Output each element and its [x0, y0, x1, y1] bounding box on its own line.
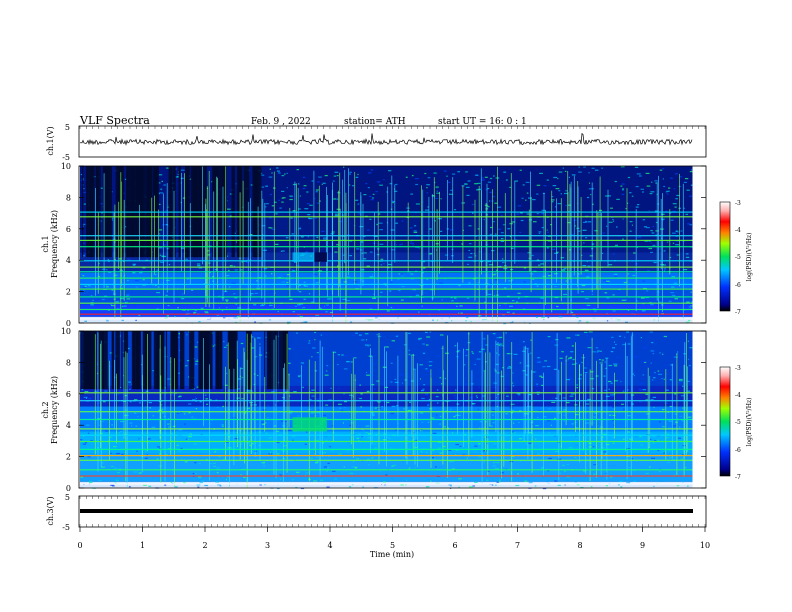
x-tick-6: 6 [452, 541, 457, 550]
ch1-cbar-tick-2: -5 [735, 254, 741, 261]
ch2-spec-ytick-3: 6 [66, 390, 71, 399]
ch1-ytick-bottom: -5 [62, 153, 70, 162]
ch1-ylabel: ch.1(V) [46, 126, 55, 155]
ch2-cbar-tick-2: -5 [735, 419, 741, 426]
x-tick-5: 5 [390, 541, 395, 550]
date-label: Feb. 9 , 2022 [251, 117, 311, 127]
ch1-waveform-panel: 5 -5 ch.1(V) [46, 123, 707, 162]
ch1-spec-ytick-5: 10 [61, 162, 71, 171]
ch1-cbar-tick-4: -7 [735, 309, 741, 316]
ch3-ylabel: ch.3(V) [46, 496, 55, 525]
ch2-spectrogram-image [80, 331, 706, 490]
ch1-colorbar: -3 -4 -5 -6 -7 log(PSD)(V²/Hz) [719, 200, 753, 316]
ch2-cbar-tick-0: -3 [735, 365, 741, 372]
ch2-cbar-tick-4: -7 [735, 474, 741, 481]
ch2-colorbar: -3 -4 -5 -6 -7 log(PSD)(V²/Hz) [719, 365, 753, 481]
x-tick-2: 2 [202, 541, 207, 550]
x-tick-4: 4 [327, 541, 332, 550]
ch2-spec-ytick-2: 4 [66, 421, 71, 430]
ch1-spectrogram-panel: 0 2 4 6 8 10 ch.1 Frequency (kHz) [41, 162, 707, 328]
ch1-spec-ytick-1: 2 [66, 288, 71, 297]
figure-title: VLF Spectra [79, 114, 150, 127]
ch1-waveform-line [79, 132, 693, 146]
ch1-cbar-tick-0: -3 [735, 200, 741, 207]
ch2-cbar-tick-1: -4 [735, 392, 741, 399]
ch1-spec-ytick-4: 8 [66, 193, 71, 202]
ch3-waveform-panel: 5 -5 ch.3(V) [46, 493, 707, 532]
x-tick-9: 9 [640, 541, 645, 550]
x-tick-10: 10 [700, 541, 710, 550]
x-tick-1: 1 [140, 541, 145, 550]
ch1-spec-ylabel: Frequency (kHz) [50, 210, 59, 278]
ch1-cbar-tick-1: -4 [735, 227, 741, 234]
ch1-ytick-top: 5 [65, 123, 70, 132]
ch1-spectrogram-image [80, 166, 706, 325]
x-tick-8: 8 [577, 541, 582, 550]
station-label: station= ATH [344, 117, 406, 127]
ch2-spec-ytick-1: 2 [66, 453, 71, 462]
ch1-cbar-label: log(PSD)(V²/Hz) [746, 233, 753, 282]
x-tick-0: 0 [77, 541, 82, 550]
ch2-spec-ylabel: Frequency (kHz) [50, 376, 59, 444]
ch2-spec-ylabel-channel: ch.2 [41, 401, 50, 418]
x-axis: 0 1 2 3 4 5 6 7 8 9 10 [77, 126, 710, 550]
x-axis-label: Time (min) [370, 550, 414, 559]
ch1-spec-ytick-2: 4 [66, 256, 71, 265]
ch1-spec-ytick-0: 0 [66, 319, 71, 328]
ch2-spec-ytick-4: 8 [66, 358, 71, 367]
ch3-waveform-line [80, 509, 693, 513]
ch3-ytick-top: 5 [65, 493, 70, 502]
ch3-ytick-bottom: -5 [62, 523, 70, 532]
ch2-cbar-tick-3: -6 [735, 447, 741, 454]
ch2-spec-ytick-5: 10 [61, 327, 71, 336]
ch1-spec-ylabel-channel: ch.1 [41, 235, 50, 252]
ch2-spectrogram-panel: 0 2 4 6 8 10 ch.2 Frequency (kHz) [41, 327, 707, 493]
x-tick-3: 3 [265, 541, 270, 550]
ch1-cbar-tick-3: -6 [735, 282, 741, 289]
start-time-label: start UT = 16: 0 : 1 [438, 117, 527, 127]
ch2-cbar-label: log(PSD)(V²/Hz) [746, 398, 753, 447]
ch2-spec-ytick-0: 0 [66, 484, 71, 493]
ch1-spec-ytick-3: 6 [66, 225, 71, 234]
x-tick-7: 7 [515, 541, 520, 550]
